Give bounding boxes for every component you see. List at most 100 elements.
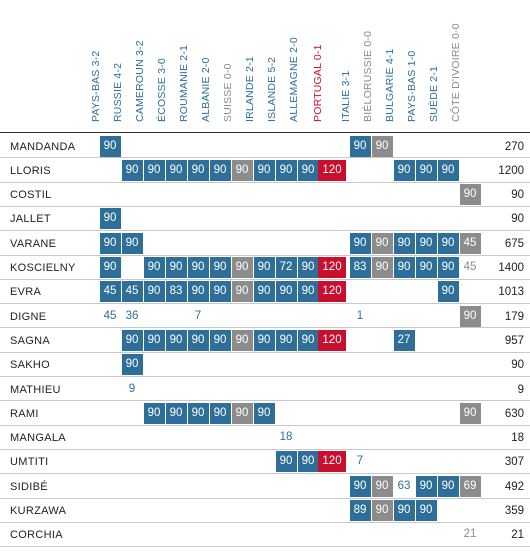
minutes-cell-starter: 90 [459, 305, 481, 327]
minutes-cell-starter: 45 [459, 232, 481, 254]
minutes-cell-starter: 90 [297, 281, 319, 303]
minutes-cell-starter: 90 [253, 329, 275, 351]
player-total-minutes: 492 [504, 480, 524, 493]
row-divider [0, 521, 530, 523]
match-label: SUÈDE 2-1 [428, 65, 440, 122]
minutes-cell-starter: 90 [187, 281, 209, 303]
minutes-cell-starter: 90 [231, 281, 253, 303]
minutes-cell-starter: 90 [415, 475, 437, 497]
row-divider [0, 424, 530, 426]
player-total-minutes: 630 [504, 407, 524, 420]
match-label: CÔTE D'IVOIRE 0-0 [450, 23, 462, 122]
player-total-minutes: 307 [504, 456, 524, 469]
player-name: DIGNE [10, 310, 47, 323]
minutes-cell-starter: 90 [209, 281, 231, 303]
player-name: RAMI [10, 407, 39, 420]
minutes-cell-starter: 90 [165, 257, 187, 278]
minutes-cell-starter: 90 [209, 257, 231, 278]
match-label: ALBANIE 2-0 [200, 57, 212, 122]
match-label: PORTUGAL 0-1 [312, 44, 324, 122]
minutes-cell-starter: 90 [275, 159, 297, 181]
minutes-cell-starter: 45 [121, 281, 143, 303]
player-name: MANDANDA [10, 140, 76, 153]
player-name: MANGALA [10, 432, 66, 445]
minutes-cell-sub: 63 [397, 479, 411, 492]
player-name: MATHIEU [10, 383, 61, 396]
minutes-cell-starter: 90 [143, 159, 165, 181]
match-label: PAYS-BAS 1-0 [406, 50, 418, 122]
minutes-cell-starter: 90 [437, 281, 459, 303]
minutes-cell-starter: 90 [99, 232, 121, 254]
minutes-cell-starter: 90 [371, 257, 393, 278]
row-divider [0, 351, 530, 353]
row-divider [0, 254, 530, 256]
row-divider [0, 497, 530, 499]
minutes-cell-starter: 90 [231, 329, 253, 351]
minutes-cell-starter: 90 [437, 159, 459, 181]
minutes-cell-starter: 120 [318, 329, 346, 351]
match-label: SUISSE 0-0 [222, 63, 234, 122]
minutes-cell-starter: 83 [165, 281, 187, 303]
player-name: SAGNA [10, 334, 51, 347]
match-label: PAYS-BAS 3-2 [90, 50, 102, 122]
match-label: ISLANDE 5-2 [266, 56, 278, 122]
minutes-cell-starter: 90 [393, 257, 415, 278]
minutes-cell-starter: 90 [437, 475, 459, 497]
match-label: ITALIE 3-1 [340, 70, 352, 122]
minutes-cell-starter: 90 [275, 451, 297, 473]
minutes-cell-starter: 90 [187, 159, 209, 181]
minutes-cell-starter: 90 [275, 329, 297, 351]
player-name: COSTIL [10, 189, 52, 202]
minutes-cell-starter: 90 [371, 232, 393, 254]
minutes-cell-starter: 90 [99, 208, 121, 230]
minutes-cell-starter: 90 [143, 402, 165, 424]
match-label: RUSSIE 4-2 [112, 62, 124, 122]
minutes-cell-starter: 90 [209, 402, 231, 424]
minutes-cell-starter: 90 [187, 402, 209, 424]
minutes-cell-starter: 89 [349, 500, 371, 521]
minutes-cell-starter: 90 [165, 329, 187, 351]
row-divider [0, 327, 530, 329]
minutes-cell-starter: 120 [318, 281, 346, 303]
minutes-cell-starter: 90 [99, 135, 121, 157]
minutes-cell-starter: 90 [275, 281, 297, 303]
minutes-cell-starter: 120 [318, 451, 346, 473]
minutes-cell-starter: 90 [121, 354, 143, 376]
minutes-cell-starter: 90 [253, 281, 275, 303]
player-name: UMTITI [10, 456, 49, 469]
player-name: JALLET [10, 213, 51, 226]
minutes-cell-starter: 90 [231, 257, 253, 278]
minutes-cell-starter: 90 [371, 500, 393, 521]
minutes-cell-starter: 90 [459, 184, 481, 206]
player-name: KOSCIELNY [10, 262, 76, 274]
player-name: EVRA [10, 286, 42, 299]
minutes-cell-starter: 83 [349, 257, 371, 278]
minutes-cell-starter: 90 [371, 135, 393, 157]
minutes-cell-sub: 1 [356, 309, 364, 322]
player-total-minutes: 90 [511, 213, 524, 226]
row-divider [0, 376, 530, 377]
player-total-minutes: 957 [504, 334, 524, 347]
minutes-cell-starter: 90 [415, 232, 437, 254]
row-divider [0, 448, 530, 450]
row-divider [0, 546, 530, 548]
minutes-cell-sub: 36 [125, 309, 139, 322]
minutes-cell-sub: 18 [279, 431, 293, 444]
minutes-cell-starter: 90 [415, 257, 437, 278]
minutes-cell-starter: 72 [275, 257, 297, 278]
minutes-cell-sub: 21 [463, 528, 477, 541]
player-total-minutes: 90 [511, 189, 524, 202]
minutes-cell-starter: 90 [415, 500, 437, 521]
minutes-cell-starter: 90 [253, 402, 275, 424]
minutes-cell-starter: 27 [393, 329, 415, 351]
minutes-cell-starter: 90 [393, 159, 415, 181]
player-total-minutes: 1013 [498, 286, 524, 299]
match-label: IRLANDE 2-1 [244, 56, 256, 122]
minutes-cell-starter: 45 [99, 281, 121, 303]
minutes-cell-starter: 90 [165, 402, 187, 424]
minutes-cell-starter: 90 [371, 475, 393, 497]
minutes-cell-sub: 45 [463, 261, 477, 273]
minutes-cell-starter: 90 [143, 281, 165, 303]
player-total-minutes: 21 [511, 529, 524, 542]
player-total-minutes: 9 [517, 383, 524, 396]
